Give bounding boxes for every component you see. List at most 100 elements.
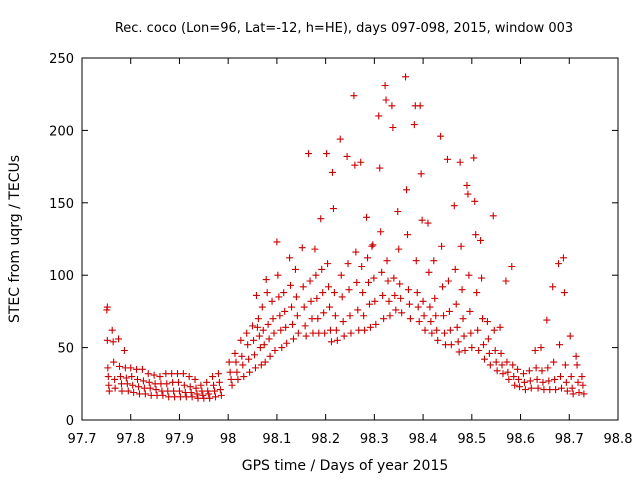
data-point (214, 370, 222, 378)
data-point (298, 244, 306, 252)
data-point (555, 260, 563, 268)
data-point (543, 316, 551, 324)
data-point (264, 320, 272, 328)
x-tick-label: 98.1 (262, 432, 291, 447)
data-point (282, 323, 290, 331)
data-point (521, 386, 529, 394)
data-point (192, 384, 200, 392)
data-point (134, 375, 142, 383)
data-point (321, 329, 329, 337)
data-point (159, 391, 167, 399)
data-point (492, 358, 500, 366)
data-point (486, 361, 494, 369)
data-point (405, 300, 413, 308)
data-point (115, 335, 123, 343)
data-point (537, 344, 545, 352)
data-point (540, 386, 548, 394)
y-axis-label: STEC from uqrg / TECUs (7, 155, 23, 323)
data-point (197, 381, 205, 389)
data-point (225, 358, 233, 366)
data-point (338, 293, 346, 301)
data-point (353, 278, 361, 286)
data-point (139, 377, 147, 385)
data-point (480, 355, 488, 363)
data-point (232, 358, 240, 366)
data-point (391, 291, 399, 299)
data-point (370, 274, 378, 282)
data-point (129, 381, 137, 389)
data-point (226, 368, 234, 376)
data-point (433, 326, 441, 334)
data-point (395, 245, 403, 253)
data-point (427, 318, 435, 326)
data-point (343, 152, 351, 160)
data-point (575, 388, 583, 396)
data-point (475, 346, 483, 354)
data-point (403, 186, 411, 194)
data-point (315, 329, 323, 337)
data-point (493, 367, 501, 375)
x-tick-label: 97.8 (116, 432, 145, 447)
data-point (346, 312, 354, 320)
data-point (205, 390, 213, 398)
x-tick-labels: 97.7 97.8 97.9 98 98.1 98.2 98.3 98.4 98.5 98.6 98… (68, 432, 633, 447)
data-point (440, 312, 448, 320)
data-point (244, 341, 252, 349)
data-point (302, 332, 310, 340)
data-point (406, 315, 414, 323)
data-point (464, 190, 472, 198)
data-point (135, 383, 143, 391)
data-point (549, 283, 557, 291)
data-point (203, 378, 211, 386)
data-point (135, 390, 143, 398)
data-point (210, 381, 218, 389)
data-point (206, 394, 214, 402)
data-point (434, 336, 442, 344)
data-point (156, 373, 164, 381)
data-point (286, 254, 294, 262)
data-point (551, 375, 559, 383)
data-point (266, 352, 274, 360)
data-point (414, 303, 422, 311)
data-point (351, 161, 359, 169)
data-point (103, 303, 111, 311)
data-point (158, 387, 166, 395)
data-point (380, 315, 388, 323)
data-point (293, 312, 301, 320)
data-point (415, 318, 423, 326)
data-point (215, 378, 223, 386)
data-point (552, 386, 560, 394)
x-tick-label: 98.5 (457, 432, 486, 447)
data-point (385, 297, 393, 305)
data-point (371, 297, 379, 305)
data-point (438, 242, 446, 250)
data-point (428, 329, 436, 337)
data-point (325, 283, 333, 291)
data-point (538, 367, 546, 375)
data-point (430, 257, 438, 265)
data-point (456, 158, 464, 166)
data-point (231, 349, 239, 357)
data-point (327, 326, 335, 334)
data-point (105, 387, 113, 395)
data-point (111, 384, 119, 392)
data-point (426, 303, 434, 311)
data-point (424, 219, 432, 227)
data-point (465, 271, 473, 279)
data-point (352, 248, 360, 256)
data-point (533, 375, 541, 383)
data-point (259, 326, 267, 334)
data-point (459, 315, 467, 323)
data-point (255, 332, 263, 340)
data-point (163, 380, 171, 388)
x-tick-label: 98 (220, 432, 237, 447)
data-point (514, 365, 522, 373)
data-point (240, 373, 248, 381)
data-point (532, 364, 540, 372)
data-point (566, 332, 574, 340)
data-point (412, 257, 420, 265)
data-point (186, 383, 194, 391)
data-point (478, 274, 486, 282)
data-point (289, 335, 297, 343)
data-point (165, 393, 173, 401)
